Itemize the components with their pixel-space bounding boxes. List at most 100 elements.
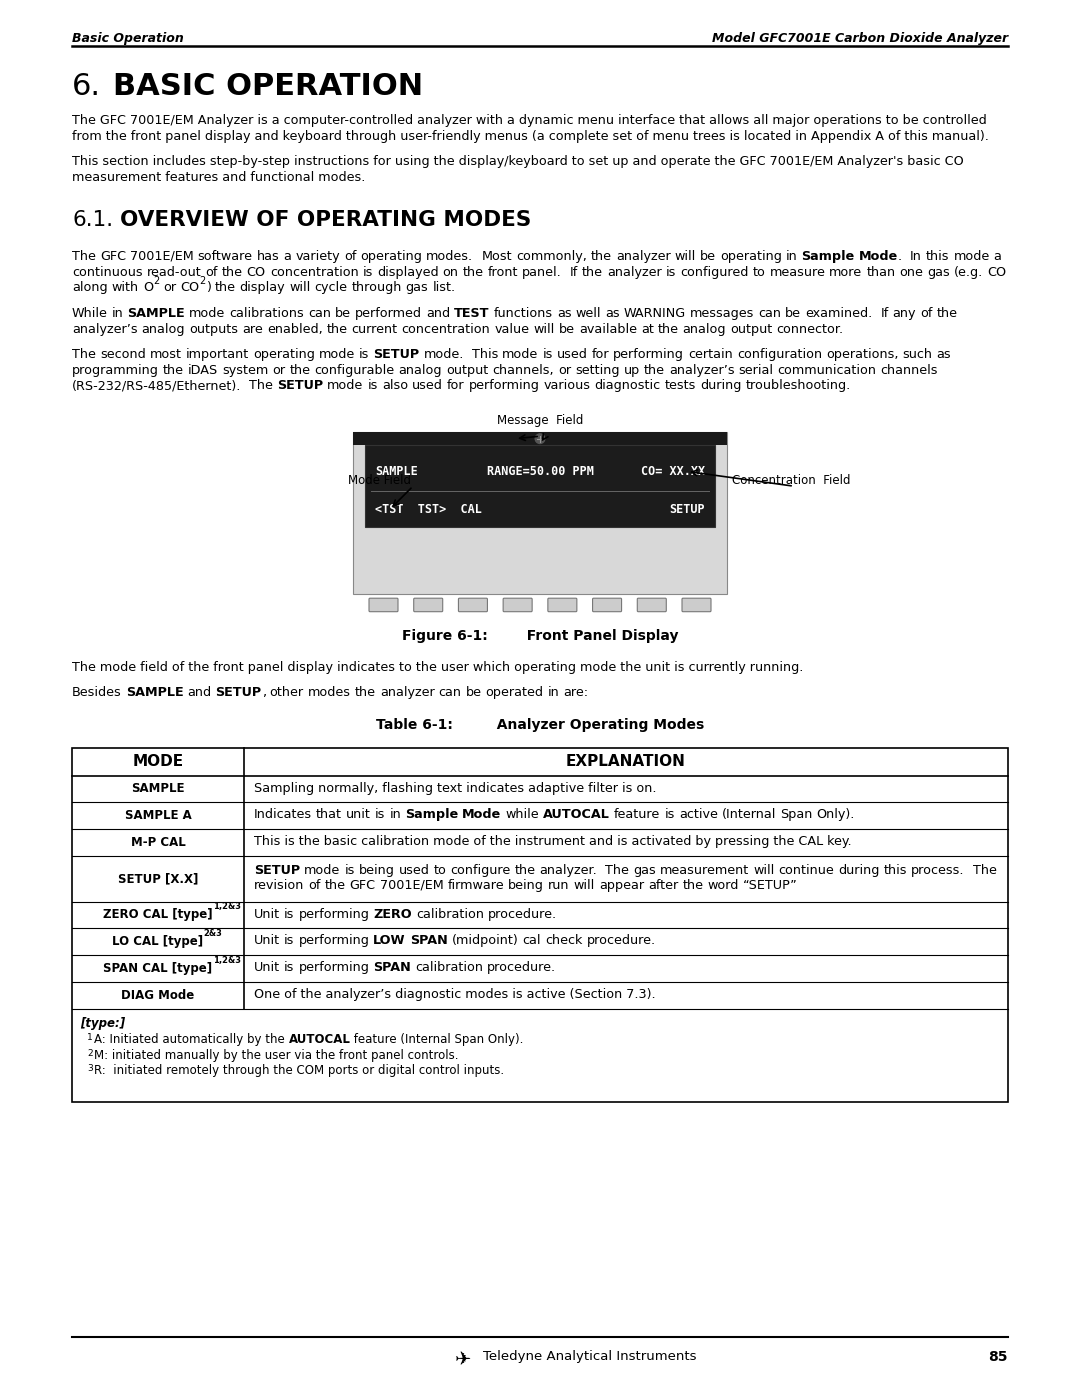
FancyBboxPatch shape — [548, 598, 577, 612]
Text: in: in — [112, 307, 123, 320]
Text: 1,2&3: 1,2&3 — [213, 956, 241, 964]
Text: revision: revision — [254, 879, 305, 891]
Text: and: and — [427, 307, 450, 320]
Text: While: While — [72, 307, 108, 320]
Text: mode: mode — [327, 380, 364, 393]
FancyBboxPatch shape — [593, 598, 622, 612]
Text: calibration: calibration — [416, 908, 484, 921]
Text: of: of — [205, 265, 218, 278]
Text: troubleshooting.: troubleshooting. — [745, 380, 851, 393]
Text: Mode: Mode — [859, 250, 897, 263]
Bar — [72, 747, 1008, 1102]
Text: gas: gas — [928, 265, 950, 278]
FancyBboxPatch shape — [681, 598, 711, 612]
Text: WARNING: WARNING — [624, 307, 686, 320]
Text: of: of — [309, 879, 321, 891]
Text: the: the — [515, 863, 536, 877]
Text: with: with — [111, 281, 138, 295]
Text: analyzer’s: analyzer’s — [72, 323, 137, 335]
Text: LOW: LOW — [374, 935, 406, 947]
Text: 6.1.: 6.1. — [72, 211, 113, 231]
Text: this: this — [883, 863, 907, 877]
Text: SPAN: SPAN — [410, 935, 448, 947]
Text: value: value — [495, 323, 529, 335]
Text: calibrations: calibrations — [229, 307, 305, 320]
Text: be: be — [335, 307, 351, 320]
Text: SPAN CAL [type]: SPAN CAL [type] — [104, 963, 213, 975]
Text: analyzer: analyzer — [607, 265, 662, 278]
Text: during: during — [700, 380, 741, 393]
Text: performing: performing — [469, 380, 540, 393]
Text: the: the — [163, 363, 184, 377]
Text: 2: 2 — [153, 277, 159, 286]
Text: <TST  TST>  CAL: <TST TST> CAL — [375, 503, 482, 515]
Text: OVERVIEW OF OPERATING MODES: OVERVIEW OF OPERATING MODES — [120, 211, 531, 231]
Text: messages: messages — [690, 307, 754, 320]
Text: One of the analyzer’s diagnostic modes is active (Section 7.3).: One of the analyzer’s diagnostic modes i… — [254, 988, 656, 1002]
Text: The mode field of the front panel display indicates to the user which operating : The mode field of the front panel displa… — [72, 661, 804, 673]
FancyBboxPatch shape — [503, 598, 532, 612]
Text: software: software — [198, 250, 253, 263]
Text: procedure.: procedure. — [586, 935, 656, 947]
Text: Span: Span — [780, 809, 812, 821]
Text: the: the — [355, 686, 376, 698]
Text: communication: communication — [778, 363, 877, 377]
Text: The: The — [72, 250, 96, 263]
Text: appear: appear — [599, 879, 644, 891]
Text: read-out: read-out — [147, 265, 201, 278]
Text: one: one — [900, 265, 923, 278]
Text: [type:]: [type:] — [80, 1017, 125, 1030]
Text: the: the — [215, 281, 235, 295]
Text: 7001E/EM: 7001E/EM — [380, 879, 444, 891]
Text: DIAG Mode: DIAG Mode — [121, 989, 194, 1002]
Text: is: is — [345, 863, 354, 877]
Text: the: the — [582, 265, 603, 278]
Text: will: will — [675, 250, 696, 263]
Text: examined.: examined. — [806, 307, 873, 320]
Text: In: In — [910, 250, 922, 263]
Text: various: various — [543, 380, 591, 393]
Text: the: the — [658, 323, 678, 335]
Text: or: or — [558, 363, 571, 377]
Text: serial: serial — [739, 363, 773, 377]
Text: (RS-232/RS-485/Ethernet).: (RS-232/RS-485/Ethernet). — [72, 380, 241, 393]
Text: SAMPLE: SAMPLE — [375, 465, 418, 478]
Text: is: is — [542, 348, 553, 360]
Text: cycle: cycle — [314, 281, 348, 295]
Text: operated: operated — [486, 686, 543, 698]
Text: the: the — [644, 363, 665, 377]
Text: The: The — [249, 380, 273, 393]
Text: The: The — [72, 348, 96, 360]
Text: ZERO: ZERO — [374, 908, 411, 921]
Text: panel.: panel. — [522, 265, 562, 278]
Text: Figure 6-1:        Front Panel Display: Figure 6-1: Front Panel Display — [402, 629, 678, 643]
Text: is: is — [284, 935, 295, 947]
Text: in: in — [786, 250, 797, 263]
Text: gas: gas — [633, 863, 656, 877]
Text: SETUP: SETUP — [374, 348, 419, 360]
Text: Indicates: Indicates — [254, 809, 312, 821]
Text: A: Initiated automatically by the: A: Initiated automatically by the — [94, 1032, 288, 1046]
FancyBboxPatch shape — [369, 598, 399, 612]
Text: Sample: Sample — [405, 809, 458, 821]
Text: as: as — [936, 348, 951, 360]
Text: SETUP: SETUP — [670, 503, 705, 515]
Text: or: or — [163, 281, 176, 295]
Text: connector.: connector. — [777, 323, 843, 335]
Text: If: If — [880, 307, 889, 320]
Text: continue: continue — [779, 863, 834, 877]
Text: SAMPLE A: SAMPLE A — [124, 809, 191, 823]
Text: are: are — [242, 323, 262, 335]
Text: EXPLANATION: EXPLANATION — [566, 754, 686, 770]
Text: can: can — [438, 686, 461, 698]
Text: for: for — [592, 348, 609, 360]
Text: mode.: mode. — [423, 348, 464, 360]
Text: will: will — [289, 281, 310, 295]
Text: analog: analog — [683, 323, 726, 335]
Text: performing: performing — [613, 348, 685, 360]
Text: analog: analog — [399, 363, 442, 377]
Text: active: active — [678, 809, 717, 821]
Text: be: be — [785, 307, 801, 320]
Text: ): ) — [205, 281, 211, 295]
FancyBboxPatch shape — [458, 598, 487, 612]
